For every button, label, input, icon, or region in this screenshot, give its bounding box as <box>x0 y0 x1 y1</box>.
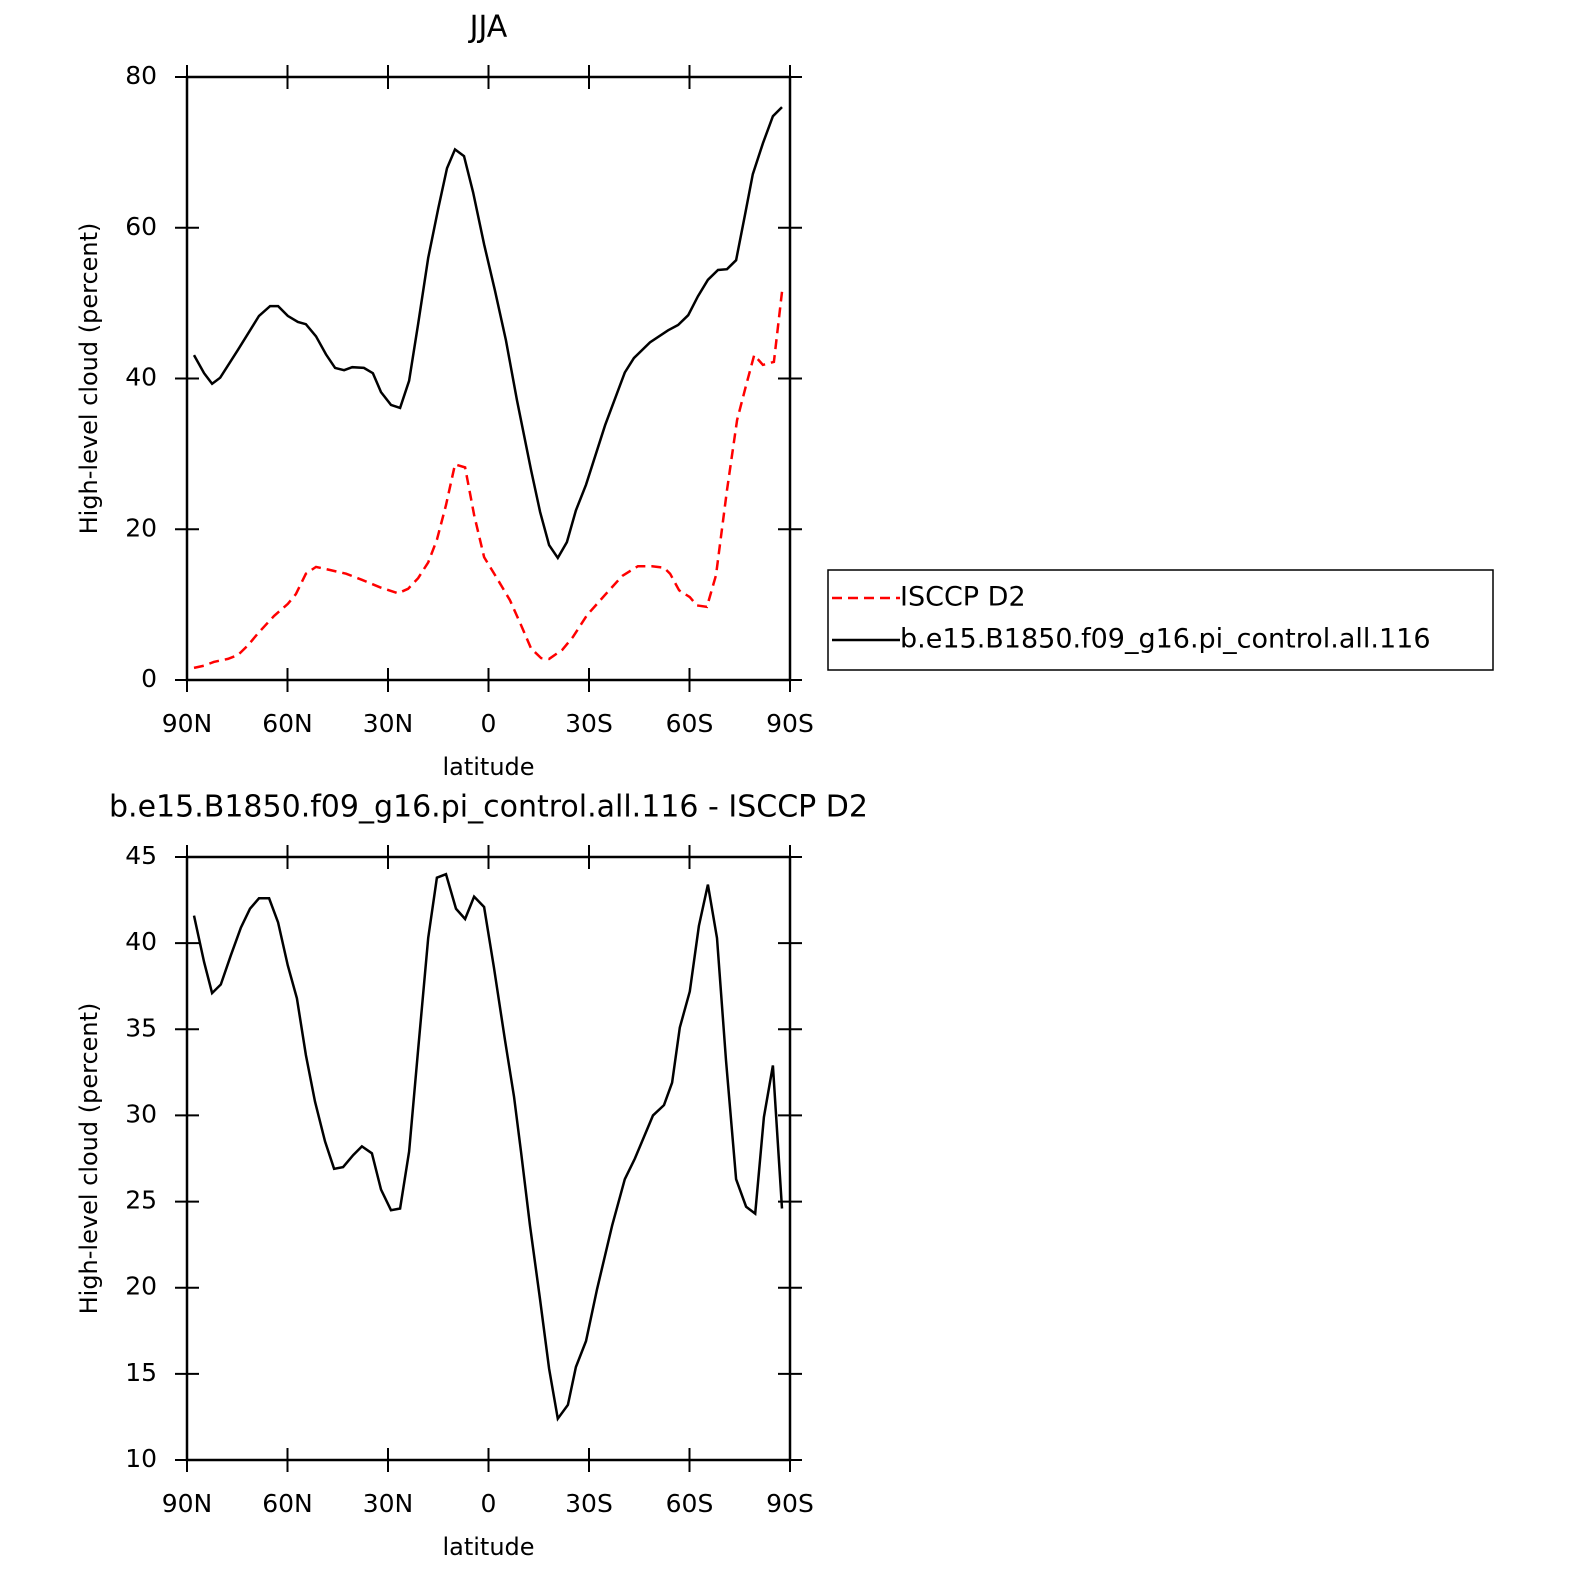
y-tick-label: 15 <box>125 1358 157 1387</box>
y-tick-label: 20 <box>125 513 157 542</box>
x-tick-label: 60S <box>666 709 714 738</box>
x-axis-title: latitude <box>442 753 534 781</box>
x-tick-label: 90S <box>766 1489 814 1518</box>
plot-frame <box>185 855 792 1462</box>
x-tick-label: 30S <box>565 709 613 738</box>
y-tick-label: 20 <box>125 1272 157 1301</box>
legend-box <box>827 569 1494 671</box>
data-line <box>192 106 783 561</box>
x-tick-label: 30N <box>363 709 414 738</box>
x-tick-label: 90N <box>162 1489 213 1518</box>
x-axis-title: latitude <box>442 1533 534 1561</box>
y-tick-label: 40 <box>125 927 157 956</box>
x-tick-label: 60N <box>262 709 313 738</box>
y-axis-title: High-level cloud (percent) <box>75 1003 103 1315</box>
legend-label: b.e15.B1850.f09_g16.pi_control.all.116 <box>900 624 1431 655</box>
x-tick-label: 60N <box>262 1489 313 1518</box>
y-tick-label: 60 <box>125 212 157 241</box>
plot-frame <box>185 75 792 682</box>
x-tick-label: 0 <box>481 709 497 738</box>
data-line <box>193 291 784 670</box>
y-tick-label: 10 <box>125 1444 157 1473</box>
y-tick-label: 25 <box>125 1186 157 1215</box>
data-line <box>192 872 784 1422</box>
y-tick-label: 45 <box>125 841 157 870</box>
y-tick-label: 80 <box>125 61 157 90</box>
y-tick-label: 35 <box>125 1013 157 1042</box>
y-tick-label: 0 <box>141 664 157 693</box>
x-tick-label: 90S <box>766 709 814 738</box>
x-tick-label: 30S <box>565 1489 613 1518</box>
x-tick-label: 60S <box>666 1489 714 1518</box>
chart-title: b.e15.B1850.f09_g16.pi_control.all.116 -… <box>109 790 868 825</box>
x-tick-label: 30N <box>363 1489 414 1518</box>
y-tick-label: 30 <box>125 1099 157 1128</box>
legend-label: ISCCP D2 <box>900 582 1026 613</box>
x-tick-label: 0 <box>481 1489 497 1518</box>
y-axis-title: High-level cloud (percent) <box>75 223 103 535</box>
y-tick-label: 40 <box>125 363 157 392</box>
chart-title: JJA <box>468 10 508 45</box>
x-tick-label: 90N <box>162 709 213 738</box>
